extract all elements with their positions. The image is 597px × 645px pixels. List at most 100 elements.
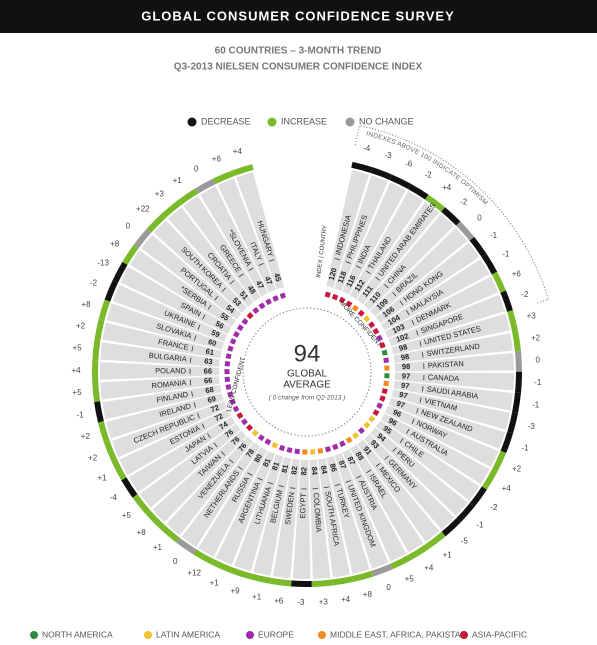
- region-dot: [225, 384, 232, 390]
- change-segment: [98, 421, 110, 443]
- separator: [384, 284, 389, 289]
- region-dot: [331, 293, 339, 301]
- country-wedge: [272, 458, 300, 579]
- change-segment: [98, 299, 111, 321]
- separator: [392, 447, 397, 452]
- change-label: +22: [136, 205, 150, 214]
- country-wedge: [102, 322, 222, 359]
- change-label: +4: [233, 147, 243, 156]
- change-label: +6: [512, 269, 522, 278]
- region-dot: [357, 427, 366, 435]
- change-segment: [160, 524, 180, 543]
- region-legend-dot: [30, 631, 38, 639]
- country-index: 66: [204, 366, 212, 375]
- change-segment: [425, 194, 446, 212]
- separator: [405, 309, 410, 315]
- legend-label: INCREASE: [281, 116, 327, 126]
- country-wedge: [292, 459, 311, 579]
- country-index: 66: [204, 376, 213, 386]
- region-dot: [279, 292, 286, 299]
- radial-chart: -4120INDONESIA-3118PHILIPPINES-6116INDIA…: [71, 124, 549, 607]
- country-index: 55: [219, 311, 231, 323]
- region-dot: [352, 432, 360, 440]
- change-label: -1: [521, 444, 529, 453]
- country-index: 48: [246, 284, 258, 296]
- country-index: 63: [204, 356, 213, 366]
- separator: [345, 480, 351, 483]
- country-index: 82: [289, 466, 299, 475]
- legend-dot: [267, 117, 277, 127]
- country-name: BULGARIA: [148, 351, 187, 364]
- change-label: +2: [512, 464, 522, 473]
- change-segment: [390, 554, 412, 570]
- separator: [214, 295, 219, 301]
- change-label: +4: [424, 563, 434, 572]
- country-index: 98: [400, 352, 410, 362]
- region-legend-dot: [318, 631, 326, 639]
- change-segment: [111, 459, 127, 481]
- region-dot: [264, 438, 272, 446]
- separator: [197, 413, 200, 419]
- region-dot: [317, 447, 324, 454]
- country-index: 97: [402, 371, 411, 380]
- legend-label: DECREASE: [201, 116, 251, 126]
- country-index: 61: [205, 347, 215, 357]
- region-legend-label: LATIN AMERICA: [156, 629, 220, 639]
- change-segment: [230, 567, 252, 580]
- separator: [323, 486, 330, 489]
- change-label: 0: [173, 557, 178, 566]
- change-label: +5: [72, 388, 82, 397]
- country-wedge: [394, 352, 514, 372]
- change-label: 0: [194, 164, 199, 173]
- separator: [392, 291, 397, 297]
- region-legend-dot: [144, 631, 152, 639]
- change-label: +6: [274, 596, 284, 605]
- region-dot: [229, 398, 237, 406]
- change-segment: [112, 261, 128, 283]
- separator: [221, 287, 227, 292]
- country-wedge: [309, 459, 331, 579]
- country-name: SWEDEN: [283, 491, 296, 525]
- region-dot: [227, 345, 234, 352]
- separator: [419, 397, 422, 403]
- region-dot: [376, 402, 383, 410]
- change-label: -1: [77, 410, 85, 419]
- change-label: 0: [126, 221, 131, 230]
- region-dot: [381, 349, 388, 356]
- region-dot: [345, 300, 353, 308]
- separator: [197, 324, 201, 330]
- region-dot: [372, 327, 380, 335]
- change-label: +4: [341, 595, 351, 604]
- country-index: 98: [398, 342, 408, 353]
- change-label: -1: [532, 400, 540, 409]
- change-segment: [145, 509, 165, 529]
- separator: [191, 346, 194, 352]
- change-label: +3: [527, 311, 537, 320]
- region-dot: [241, 317, 249, 325]
- region-dot: [357, 309, 365, 317]
- change-segment: [177, 188, 199, 206]
- change-label: +9: [230, 587, 240, 596]
- change-segment: [370, 167, 393, 181]
- region-dot: [368, 321, 376, 329]
- country-index: 68: [205, 385, 215, 395]
- region-legend-label: EUROPE: [258, 629, 294, 639]
- separator: [334, 483, 341, 486]
- inner-circle: [242, 307, 372, 437]
- change-label: +4: [442, 183, 452, 192]
- change-segment: [351, 161, 373, 173]
- region-dot: [240, 418, 248, 426]
- separator: [415, 330, 419, 336]
- change-segment: [147, 213, 166, 233]
- separator: [289, 487, 296, 489]
- country-index: 97: [395, 399, 406, 410]
- change-label: -6: [405, 160, 413, 169]
- change-segment: [441, 207, 461, 226]
- change-label: +8: [137, 528, 147, 537]
- country-index: 45: [272, 272, 283, 283]
- region-dot: [236, 412, 244, 420]
- separator: [375, 276, 381, 281]
- region-legend-label: MIDDLE EAST, AFRICA, PAKISTAN: [330, 629, 467, 639]
- change-label: +5: [73, 344, 83, 353]
- change-segment: [249, 573, 272, 584]
